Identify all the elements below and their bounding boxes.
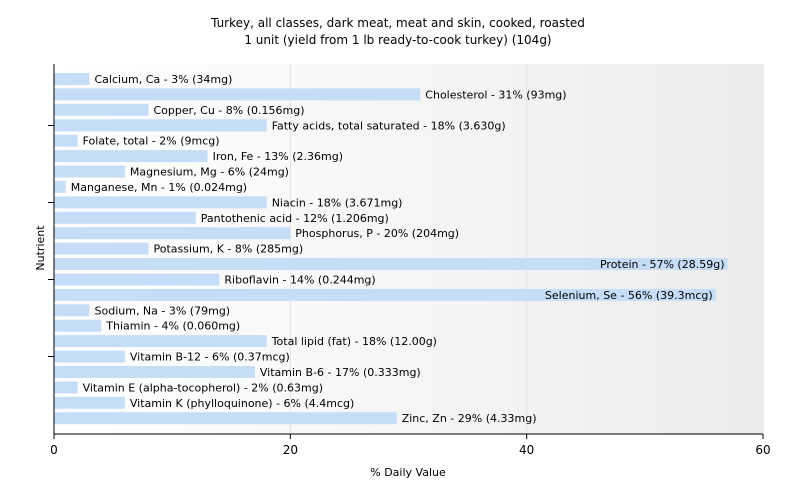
bar-label: Pantothenic acid - 12% (1.206mg) [201, 212, 389, 225]
bar-label: Calcium, Ca - 3% (34mg) [95, 73, 233, 86]
bar [54, 103, 149, 116]
gridlines [289, 64, 764, 434]
bar [54, 350, 125, 363]
bar-label: Phosphorus, P - 20% (204mg) [295, 227, 459, 240]
bar-label: Riboflavin - 14% (0.244mg) [224, 274, 375, 287]
bar [54, 165, 125, 178]
bar-label: Manganese, Mn - 1% (0.024mg) [71, 181, 247, 194]
bar [54, 288, 716, 301]
bar [54, 211, 196, 224]
bar [54, 258, 728, 270]
bars [54, 73, 728, 425]
bar-label: Vitamin B-6 - 17% (0.333mg) [260, 366, 421, 379]
bar [54, 396, 125, 409]
bar-label: Folate, total - 2% (9mcg) [83, 135, 220, 148]
bar [54, 150, 208, 163]
bar [54, 73, 90, 85]
bar [54, 412, 397, 425]
bar-label: Thiamin - 4% (0.060mg) [105, 320, 240, 333]
bar [54, 88, 421, 101]
x-axis-label: % Daily Value [370, 466, 446, 479]
bar-label: Vitamin E (alpha-tocopherol) - 2% (0.63m… [83, 381, 323, 394]
bar-label: Total lipid (fat) - 18% (12.00g) [271, 335, 437, 348]
bar [54, 381, 78, 394]
bar [54, 180, 66, 193]
bar [54, 366, 255, 378]
bar-labels: Calcium, Ca - 3% (34mg) Cholesterol - 31%… [71, 73, 725, 425]
x-tick-label: 60 [755, 443, 770, 457]
bar [54, 319, 102, 332]
bar [54, 242, 149, 255]
bar-label: Zinc, Zn - 29% (4.33mg) [402, 412, 537, 425]
bar [54, 119, 267, 132]
bar [54, 335, 267, 348]
bar-label: Vitamin B-12 - 6% (0.37mcg) [130, 351, 290, 364]
bar-label: Selenium, Se - 56% (39.3mcg) [545, 289, 713, 302]
x-tick-label: 0 [50, 443, 58, 457]
bar [54, 134, 78, 147]
bar-label: Magnesium, Mg - 6% (24mg) [130, 166, 289, 179]
chart-title: Turkey, all classes, dark meat, meat and… [210, 16, 585, 30]
bar-label: Fatty acids, total saturated - 18% (3.63… [272, 119, 506, 132]
chart-subtitle: 1 unit (yield from 1 lb ready-to-cook tu… [244, 33, 551, 47]
bar-label: Iron, Fe - 13% (2.36mg) [213, 150, 343, 163]
bar-label: Niacin - 18% (3.671mg) [272, 196, 403, 209]
bar-label: Sodium, Na - 3% (79mg) [95, 304, 231, 317]
x-tick-label: 40 [519, 443, 534, 457]
x-tick-label: 20 [283, 443, 298, 457]
bar [54, 304, 90, 317]
bar-label: Potassium, K - 8% (285mg) [154, 243, 304, 256]
axes [48, 64, 763, 435]
y-axis-label: Nutrient [34, 225, 47, 271]
bar-label: Protein - 57% (28.59g) [600, 258, 725, 271]
bar [54, 227, 291, 240]
bar [54, 196, 267, 209]
bar [54, 273, 220, 286]
bar-label: Copper, Cu - 8% (0.156mg) [154, 104, 305, 117]
x-axis-ticks: 0 20 40 60 [50, 434, 771, 457]
bar-label: Vitamin K (phylloquinone) - 6% (4.4mcg) [130, 397, 354, 410]
bar-label: Cholesterol - 31% (93mg) [425, 88, 566, 101]
